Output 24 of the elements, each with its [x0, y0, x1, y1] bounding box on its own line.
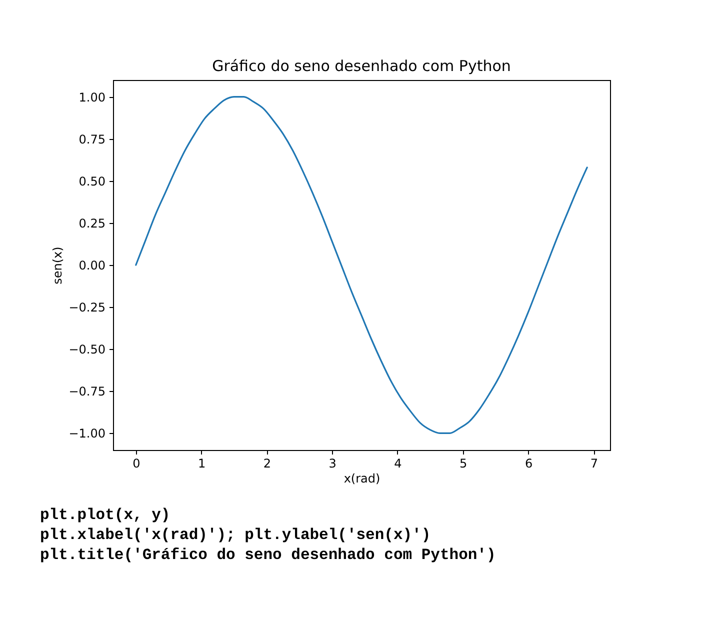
y-tick-label: −0.50: [68, 342, 106, 357]
text: plt.plot(x, y): [40, 505, 172, 525]
x-tick-label: 5: [460, 456, 468, 470]
x-tick-label: 6: [524, 456, 533, 470]
y-tick-label: 0.50: [78, 174, 106, 188]
y-tick-label: 0.00: [78, 258, 106, 272]
x-tick-label: 7: [590, 456, 598, 470]
text: plt.xlabel('x(rad)'); plt.ylabel('sen(x)'): [40, 525, 432, 545]
y-tick-label: 1.00: [78, 90, 106, 104]
chart-title: Gráfico do seno desenhado com Python: [212, 57, 511, 75]
x-tick-label: 3: [328, 456, 336, 470]
line-series: [135, 96, 588, 434]
text: plt.title('Gráfico do seno desenhado com Python'): [40, 545, 496, 565]
x-tick-label: 2: [263, 456, 271, 470]
y-tick-label: −0.75: [68, 384, 106, 399]
x-tick-label: 1: [198, 456, 206, 470]
x-axis-title: x(rad): [344, 472, 380, 486]
y-tick-label: 0.25: [78, 216, 106, 230]
x-tick-label: 4: [394, 456, 402, 470]
x-tick-label: 0: [132, 456, 140, 470]
y-tick-label: −1.00: [68, 426, 106, 441]
y-axis-title: sen(x): [50, 246, 65, 284]
y-tick-label: 0.75: [78, 132, 106, 146]
y-tick-label: −0.25: [68, 300, 106, 315]
